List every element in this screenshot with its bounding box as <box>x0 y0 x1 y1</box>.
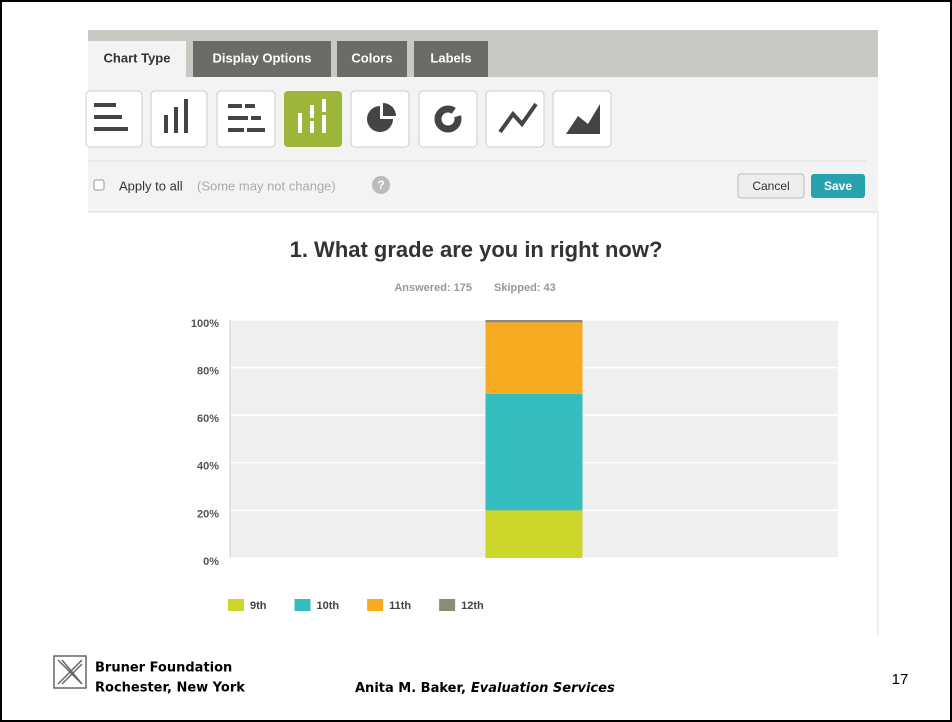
tab[interactable] <box>337 41 407 77</box>
footer-location: Rochester, New York <box>95 681 245 696</box>
tab-active[interactable] <box>88 41 186 77</box>
tab-label[interactable]: Display Options <box>213 50 312 65</box>
bar-segment <box>485 322 583 394</box>
help-text[interactable]: ? <box>377 178 384 192</box>
tab-label[interactable]: Labels <box>430 50 471 65</box>
legend-label: 10th <box>317 600 340 612</box>
y-tick-label: 40% <box>197 461 219 473</box>
legend-swatch <box>228 599 244 611</box>
chart-title: 1. What grade are you in right now? <box>290 237 663 262</box>
footer-author: Anita M. Baker, <box>355 681 466 696</box>
legend-label: 11th <box>389 600 411 612</box>
legend-swatch <box>367 599 384 611</box>
answered: Answered: 175 <box>394 282 472 294</box>
cancel-label[interactable]: Cancel <box>752 179 789 193</box>
legend-label: 12th <box>461 600 484 612</box>
save-label[interactable]: Save <box>824 179 852 193</box>
tab[interactable] <box>193 41 331 77</box>
page-number: 17 <box>892 671 909 688</box>
save-button[interactable] <box>811 174 865 198</box>
tab-label[interactable]: Chart Type <box>104 50 171 65</box>
legend-swatch <box>294 599 311 611</box>
apply-label[interactable]: Apply to all <box>119 178 183 193</box>
tab-label[interactable]: Colors <box>351 50 392 65</box>
bar-segment <box>485 320 583 323</box>
checkbox[interactable] <box>93 179 105 191</box>
footer-author-org: Evaluation Services <box>471 681 615 696</box>
y-tick-label: 80% <box>197 366 219 378</box>
icon-column[interactable] <box>150 90 208 148</box>
icon-area[interactable] <box>552 90 612 148</box>
y-tick-label: 20% <box>197 508 219 520</box>
y-tick-label: 60% <box>197 413 219 425</box>
bar-segment <box>485 510 583 558</box>
apply-note: (Some may not change) <box>197 178 336 193</box>
skipped: Skipped: 43 <box>494 282 556 294</box>
logo <box>53 655 87 689</box>
legend-label: 9th <box>250 600 267 612</box>
footer-org: Bruner Foundation <box>95 661 232 676</box>
bar-segment <box>485 393 583 511</box>
chart-type-icons <box>85 90 612 148</box>
cancel-button[interactable] <box>737 173 805 199</box>
y-tick-label: 100% <box>191 318 219 330</box>
legend-swatch <box>439 599 456 611</box>
footer-author-line: Anita M. Baker, Evaluation Services <box>355 681 615 696</box>
help-icon[interactable] <box>372 176 390 194</box>
y-tick-label: 0% <box>203 556 219 568</box>
tab[interactable] <box>414 41 488 77</box>
